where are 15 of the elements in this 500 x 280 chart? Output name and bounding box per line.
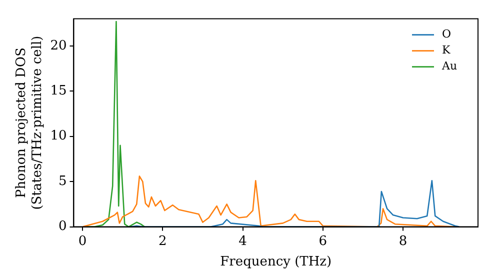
legend-label: O [442,28,452,41]
x-tick-label: 6 [318,234,328,249]
x-tick-label: 2 [158,234,167,249]
y-tick-label: 20 [50,38,67,54]
y-axis-title: Phonon projected DOS (States/THz·primitive cell) [14,36,45,210]
x-axis-title: Frequency (THz) [220,254,332,270]
x-tick-label: 4 [238,234,247,249]
y-tick-label: 0 [58,219,67,234]
y-tick-label: 10 [50,128,67,144]
y-tick-label: 15 [50,84,67,99]
x-tick-label: 0 [78,234,87,249]
legend-label: K [442,44,451,57]
x-tick-label: 8 [398,234,408,249]
legend-label: Au [441,60,458,73]
y-tick-label: 5 [58,174,67,189]
